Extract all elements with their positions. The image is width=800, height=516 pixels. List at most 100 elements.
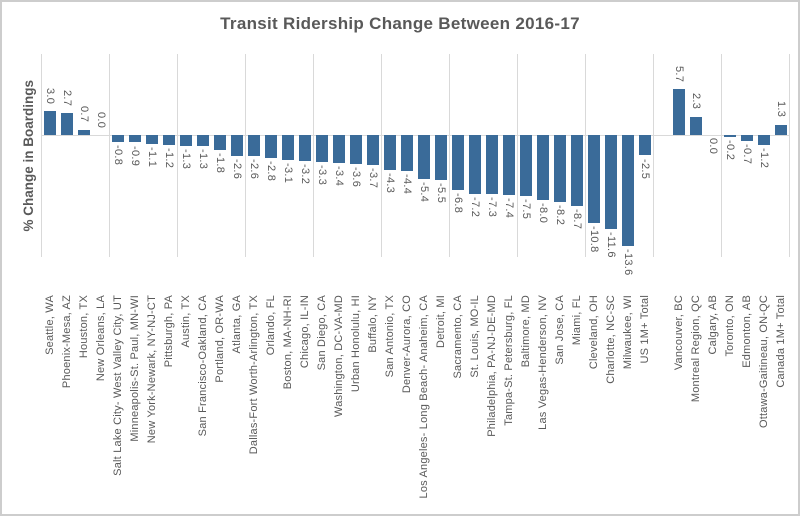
- gridline: [449, 54, 450, 257]
- gridline: [653, 54, 654, 257]
- gridline: [177, 54, 178, 257]
- category-label: Milwaukee, WI: [621, 295, 634, 370]
- category-label: Washington, DC-VA-MD: [332, 295, 345, 417]
- bar: [298, 135, 311, 162]
- bar: [502, 135, 515, 196]
- category-label: Minneapolis-St. Paul, MN-WI: [128, 295, 141, 442]
- value-label: -10.8: [588, 225, 600, 253]
- category-label: Toronto, ON: [723, 295, 736, 357]
- category-label: Vancouver, BC: [672, 295, 685, 371]
- category-label: Cleveland, OH: [587, 295, 600, 370]
- category-label: New Orleans, LA: [94, 295, 107, 382]
- bar: [264, 135, 277, 158]
- zero-axis-line: [41, 135, 789, 136]
- category-label: Baltimore, MD: [519, 295, 532, 368]
- value-label: -1.3: [180, 148, 192, 169]
- gridline: [721, 54, 722, 257]
- value-label: -7.2: [469, 196, 481, 217]
- bar: [60, 113, 73, 136]
- category-label: Denver-Aurora, CO: [400, 295, 413, 394]
- bar: [672, 88, 685, 136]
- category-label: Calgary, AB: [706, 295, 719, 355]
- value-label: -1.2: [163, 147, 175, 169]
- value-label: -6.8: [452, 193, 464, 214]
- bar: [740, 135, 753, 141]
- value-label: 5.7: [673, 65, 685, 82]
- gridline: [789, 54, 790, 257]
- bar: [281, 135, 294, 161]
- category-label: Canada 1M+ Total: [774, 295, 787, 388]
- category-label: Montreal Region, QC: [689, 295, 702, 403]
- bar: [621, 135, 634, 246]
- category-label: San Diego, CA: [315, 295, 328, 371]
- category-label: Chicago, IL-IN: [298, 295, 311, 369]
- value-label: -3.2: [299, 164, 311, 185]
- chart-title: Transit Ridership Change Between 2016-17: [220, 14, 580, 33]
- value-label: -2.5: [639, 158, 651, 179]
- bar: [434, 135, 447, 180]
- bar: [332, 135, 345, 163]
- value-label: -8.2: [554, 204, 566, 225]
- bar: [774, 124, 787, 136]
- bar: [145, 135, 158, 145]
- category-label: Austin, TX: [179, 295, 192, 348]
- bar: [196, 135, 209, 146]
- bar: [213, 135, 226, 150]
- bar: [570, 135, 583, 206]
- bar: [689, 116, 702, 136]
- bar: [417, 135, 430, 180]
- gridline: [585, 54, 586, 257]
- category-label: Houston, TX: [77, 295, 90, 359]
- bar: [468, 135, 481, 194]
- value-label: -0.2: [724, 139, 736, 160]
- bar: [536, 135, 549, 201]
- value-label: -7.5: [520, 199, 532, 220]
- category-label: Miami, FL: [570, 295, 583, 346]
- value-label: -3.7: [367, 168, 379, 189]
- bar: [638, 135, 651, 156]
- value-label: 1.3: [775, 101, 787, 118]
- gridline: [41, 54, 42, 257]
- bar: [111, 135, 124, 142]
- category-label: Las Vegas-Henderson, NV: [536, 295, 549, 430]
- value-label: -0.7: [741, 143, 753, 165]
- y-axis-label-area: % Change in Boardings: [20, 54, 38, 257]
- value-label: -7.4: [503, 198, 515, 219]
- bar: [757, 135, 770, 145]
- bar: [383, 135, 396, 171]
- category-label: Edmonton, AB: [740, 295, 753, 368]
- bar: [128, 135, 141, 143]
- value-label: -1.3: [197, 148, 209, 169]
- y-axis-label: % Change in Boardings: [20, 79, 36, 232]
- bar: [451, 135, 464, 191]
- category-label: Orlando, FL: [264, 295, 277, 356]
- category-label: Tampa-St. Petersburg, FL: [502, 295, 515, 426]
- gridline: [245, 54, 246, 257]
- bar: [400, 135, 413, 171]
- bar: [247, 135, 260, 157]
- category-label: Pittsburgh, PA: [162, 295, 175, 368]
- value-label: -3.6: [350, 167, 362, 188]
- value-label: -5.5: [435, 182, 447, 204]
- category-label: Detroit, MI: [434, 295, 447, 348]
- bar: [723, 135, 736, 137]
- gridline: [313, 54, 314, 257]
- category-label: San Francisco-Oakland, CA: [196, 295, 209, 437]
- category-label: Philadelphia, PA-NJ-DE-MD: [485, 295, 498, 437]
- bar: [315, 135, 328, 162]
- value-label: -8.7: [571, 208, 583, 229]
- value-label: 3.0: [44, 87, 56, 104]
- value-label: -0.9: [129, 145, 141, 166]
- category-label: Ottawa-Gaitineau, ON-QC: [757, 295, 770, 428]
- value-label: -2.8: [265, 160, 277, 182]
- value-label: 0.0: [95, 112, 107, 129]
- bar: [604, 135, 617, 230]
- category-label: St. Louis, MO-IL: [468, 295, 481, 378]
- category-label: Portland, OR-WA: [213, 295, 226, 383]
- category-label: Los Angeles- Long Beach- Anaheim, CA: [417, 295, 430, 499]
- bar: [349, 135, 362, 165]
- value-label: -11.6: [605, 232, 617, 259]
- bar: [77, 129, 90, 136]
- value-label: -5.4: [418, 182, 430, 203]
- category-label: Phoenix-Mesa, AZ: [60, 295, 73, 389]
